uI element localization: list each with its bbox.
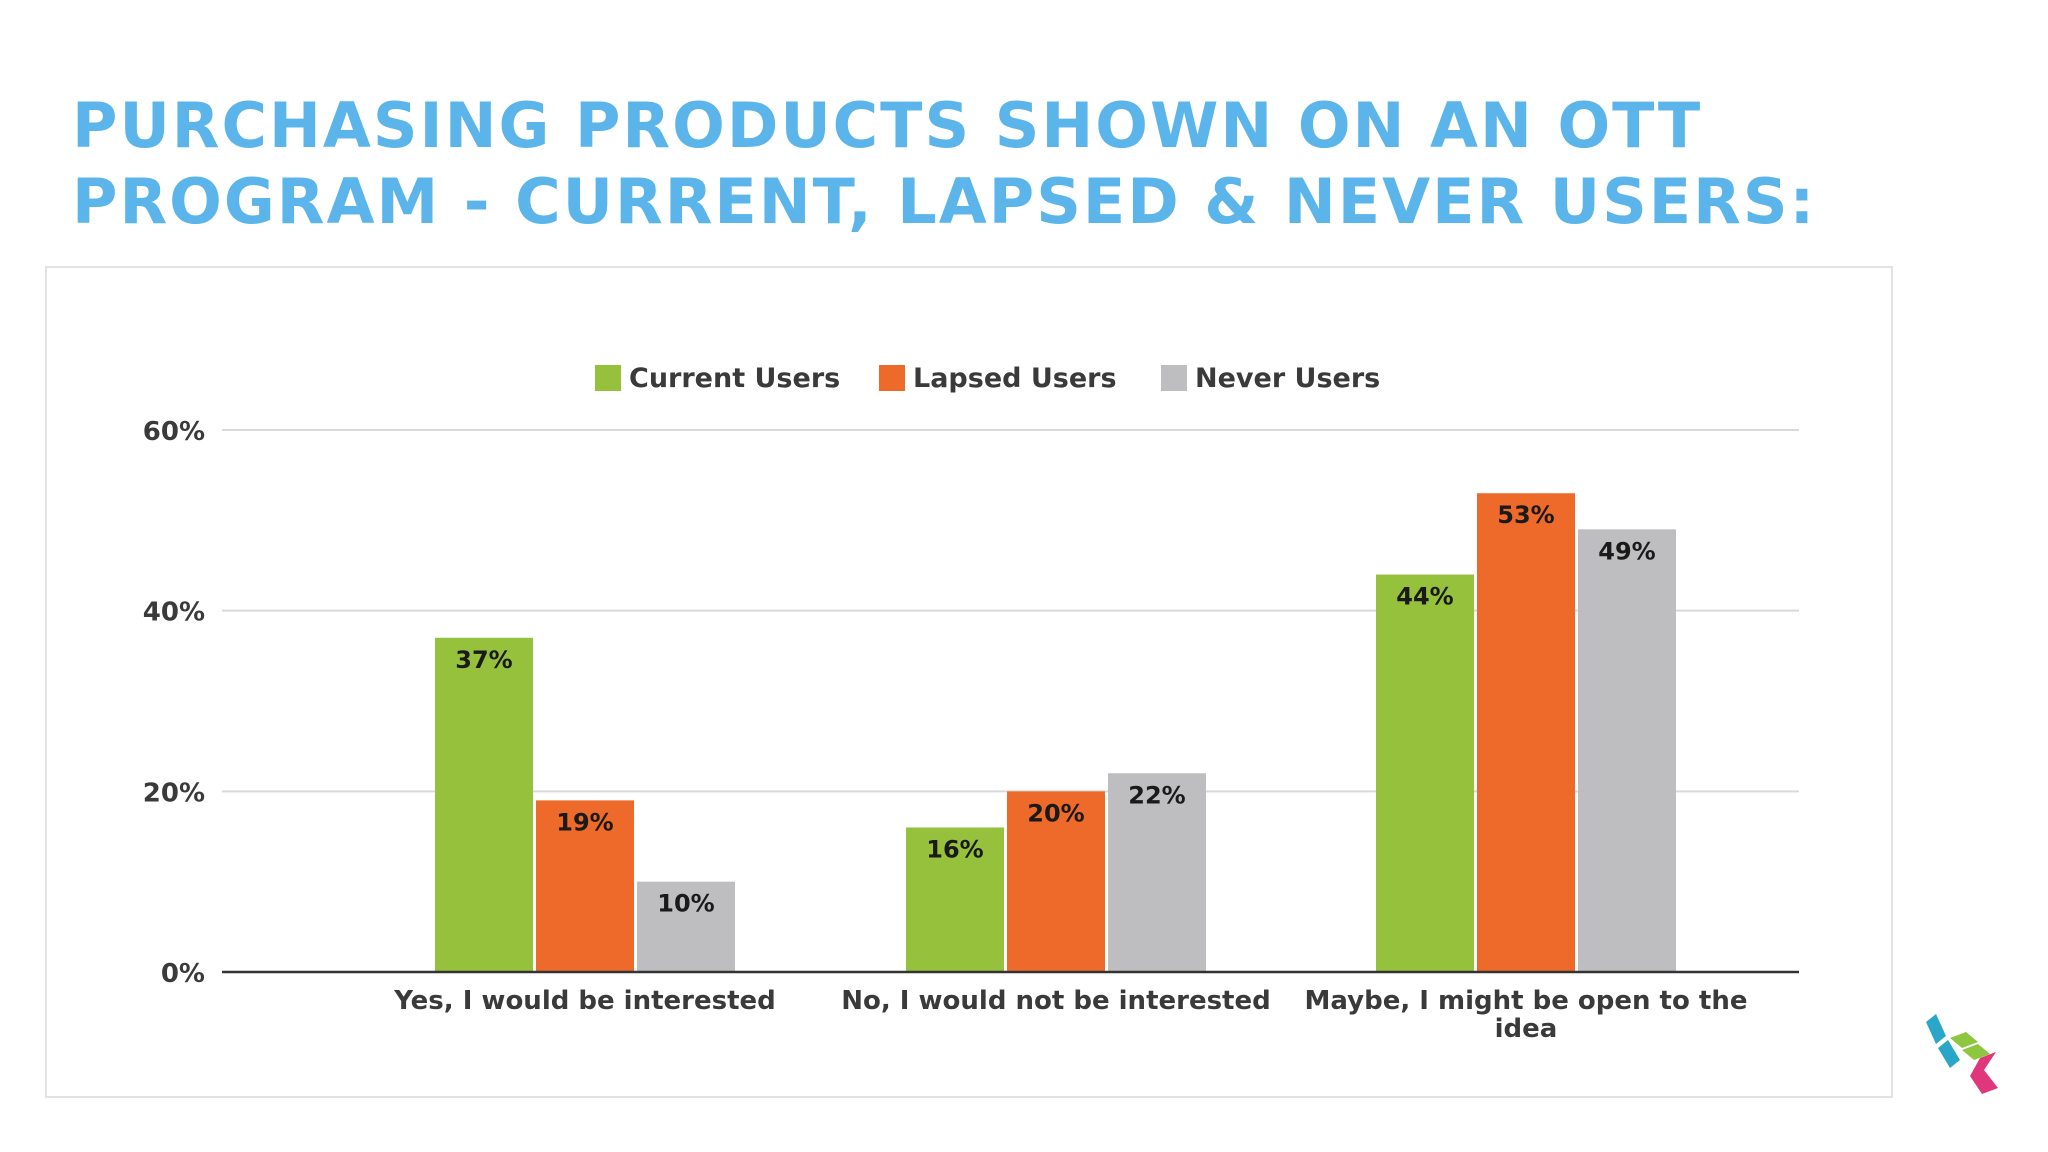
bar — [1578, 529, 1676, 972]
bar-chart: 0% 20% 40% 60% 37% 16% 44% 19% 20% 53% 10% 22% 49% Ye… — [143, 363, 1799, 1044]
data-label: 16% — [926, 835, 983, 863]
bar — [1007, 791, 1105, 972]
data-label: 37% — [455, 646, 512, 674]
legend-swatch — [595, 365, 621, 391]
slide-title-line-1: PURCHASING PRODUCTS SHOWN ON AN OTT — [72, 89, 1703, 162]
legend-swatch — [879, 365, 905, 391]
bar — [435, 637, 533, 972]
y-tick-label: 0% — [161, 959, 205, 989]
legend-label: Never Users — [1195, 363, 1380, 394]
data-label: 49% — [1598, 537, 1655, 565]
slide-title: PURCHASING PRODUCTS SHOWN ON AN OTT PROG… — [72, 88, 1872, 240]
bar — [536, 800, 634, 972]
bar — [1477, 493, 1575, 972]
y-tick-label: 40% — [143, 598, 205, 628]
data-label: 22% — [1128, 781, 1185, 809]
data-label: 53% — [1497, 501, 1554, 529]
legend-label: Lapsed Users — [913, 363, 1117, 394]
chart-panel: 0% 20% 40% 60% 37% 16% 44% 19% 20% 53% 10% 22% 49% Ye… — [45, 266, 1893, 1098]
x-tick-label: idea — [1495, 1014, 1558, 1044]
slide-title-line-2: PROGRAM - CURRENT, LAPSED & NEVER USERS: — [72, 165, 1817, 238]
data-label: 44% — [1396, 583, 1453, 611]
x-tick-label: Yes, I would be interested — [393, 986, 776, 1016]
y-tick-label: 60% — [143, 417, 205, 447]
data-label: 19% — [556, 808, 613, 836]
bar — [637, 881, 735, 972]
data-label: 20% — [1027, 799, 1084, 827]
x-tick-label: Maybe, I might be open to the — [1305, 986, 1748, 1016]
bar — [1376, 574, 1474, 972]
bar — [1108, 773, 1206, 972]
y-tick-label: 20% — [143, 778, 205, 808]
bar — [906, 827, 1004, 972]
data-label: 10% — [657, 890, 714, 918]
x-tick-label: No, I would not be interested — [841, 986, 1270, 1016]
cube-logo-icon — [1926, 1014, 1998, 1094]
legend-label: Current Users — [629, 363, 840, 394]
legend-swatch — [1161, 365, 1187, 391]
